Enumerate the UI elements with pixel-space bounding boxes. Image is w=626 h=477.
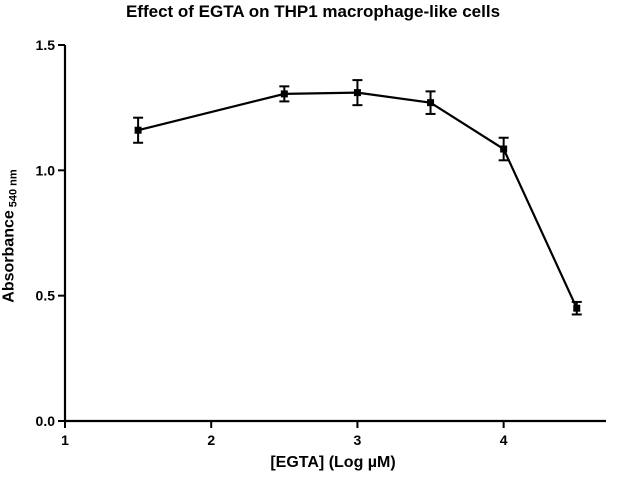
y-tick-label: 1.5: [36, 37, 56, 53]
y-tick-label: 0.5: [36, 288, 56, 304]
x-tick-label: 2: [207, 432, 215, 448]
data-point: [134, 126, 142, 134]
y-tick-label: 1.0: [36, 162, 56, 178]
axes: [63, 45, 606, 423]
chart-title: Effect of EGTA on THP1 macrophage-like c…: [125, 2, 501, 21]
x-tick-label: 4: [500, 432, 508, 448]
data-point: [427, 99, 435, 107]
y-tick-label: 0.0: [36, 413, 56, 429]
ticks: 1 2 3 4 0.0 0.5 1.0 1.5: [36, 37, 508, 448]
x-axis-title: [EGTA] (Log µM): [270, 454, 396, 471]
y-axis-title-text: Absorbance: [0, 210, 18, 303]
y-axis-title-subscript: 540 nm: [7, 169, 20, 208]
series-layer: [133, 79, 582, 316]
data-point: [353, 89, 361, 97]
data-point: [573, 304, 581, 312]
y-axis-title: Absorbance 540 nm: [1, 169, 20, 302]
x-tick-label: 3: [354, 432, 362, 448]
series-line: [137, 91, 578, 309]
data-point: [280, 90, 288, 98]
data-point: [500, 145, 508, 153]
x-tick-label: 1: [61, 432, 69, 448]
